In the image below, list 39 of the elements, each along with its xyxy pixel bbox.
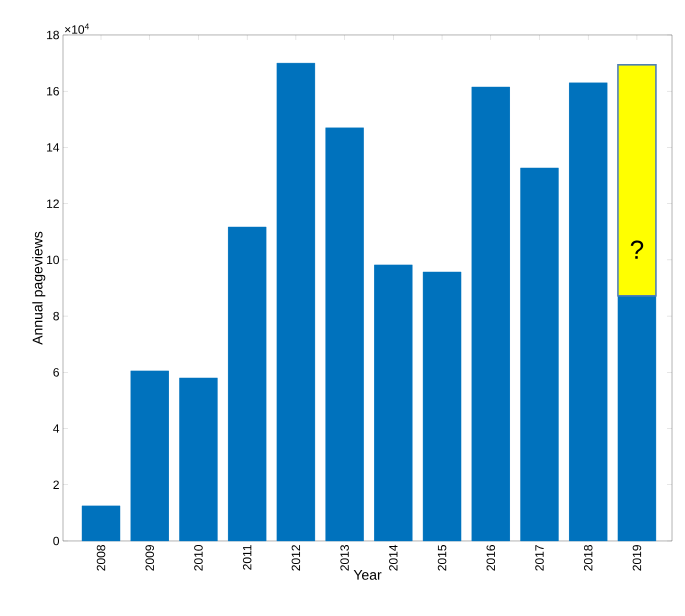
x-tick-label: 2017: [535, 545, 544, 571]
bar: [130, 370, 169, 542]
x-tick-label: 2018: [584, 545, 592, 571]
x-tick-label: 2012: [292, 545, 300, 571]
x-tick-label: 2009: [145, 545, 154, 571]
bar: [617, 64, 657, 297]
bar: [422, 272, 462, 542]
x-tick-label: 2008: [96, 545, 106, 571]
x-tick-label: 2011: [242, 545, 252, 570]
x-tick-label: 2010: [194, 544, 203, 571]
bar: [325, 128, 364, 542]
y-tick-label: 12: [47, 199, 59, 208]
y-tick-label: 8: [53, 312, 59, 320]
bar: [179, 378, 218, 542]
x-axis-title: Year: [354, 570, 382, 580]
text: ×10$^{4}$: [65, 24, 89, 34]
y-tick-label: 10: [47, 256, 60, 264]
bar: [276, 62, 316, 542]
x-tick-label: 2016: [486, 545, 496, 571]
y-tick-label: 16: [47, 86, 59, 96]
annotation: ?: [630, 240, 644, 259]
x-tick-label: 2013: [340, 545, 349, 571]
x-tick-label: 2014: [389, 544, 398, 571]
bar: [228, 226, 266, 542]
bar: [82, 506, 120, 542]
bar: [569, 82, 608, 542]
y-tick-label: 6: [53, 368, 59, 377]
y-tick-label: 2: [53, 480, 59, 489]
y-tick-label: 0: [53, 536, 60, 546]
y-tick-label: 14: [47, 143, 60, 152]
y-tick-label: 4: [53, 424, 60, 433]
bar: [374, 264, 413, 542]
x-tick-label: 2019: [632, 545, 642, 571]
y-axis-title: Annual pageviews: [32, 232, 46, 345]
bar: [472, 86, 510, 542]
bar: [618, 296, 656, 542]
bar: [520, 168, 559, 542]
x-tick-label: 2015: [438, 545, 446, 571]
y-tick-label: 18: [47, 30, 59, 40]
